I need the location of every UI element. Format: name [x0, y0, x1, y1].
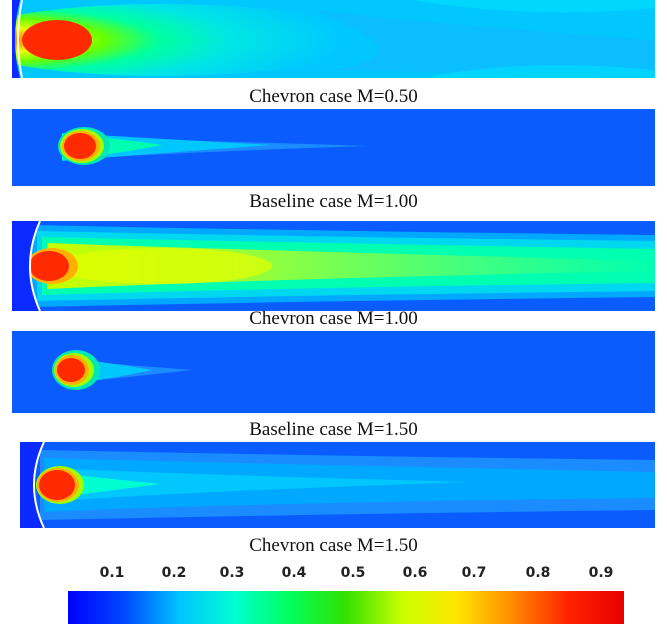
- panel-caption: Chevron case M=0.50: [249, 86, 418, 107]
- colorbar-tick: 0.9: [588, 565, 614, 581]
- panel-caption: Baseline case M=1.00: [249, 191, 418, 212]
- colorbar-tick: 0.6: [402, 565, 428, 581]
- colorbar: [68, 591, 624, 624]
- colorbar-tick: 0.7: [461, 565, 487, 581]
- colorbar-tick: 0.1: [99, 565, 125, 581]
- contour-panel-chevron-m050: [12, 0, 655, 78]
- panel-caption: Chevron case M=1.50: [249, 535, 418, 556]
- colorbar-ticks: 0.1 0.2 0.3 0.4 0.5 0.6 0.7 0.8 0.9: [68, 565, 624, 587]
- contour-panel-baseline-m100: [12, 109, 655, 186]
- panel-caption: Baseline case M=1.50: [249, 419, 418, 440]
- contour-panel-chevron-m100: [12, 221, 655, 311]
- contour-panel-chevron-m150: [20, 442, 655, 528]
- colorbar-tick: 0.2: [161, 565, 187, 581]
- panel-caption: Chevron case M=1.00: [249, 308, 418, 329]
- colorbar-tick: 0.8: [525, 565, 551, 581]
- colorbar-tick: 0.3: [219, 565, 245, 581]
- colorbar-tick: 0.4: [281, 565, 307, 581]
- colorbar-tick: 0.5: [340, 565, 366, 581]
- contour-panel-baseline-m150: [12, 331, 655, 413]
